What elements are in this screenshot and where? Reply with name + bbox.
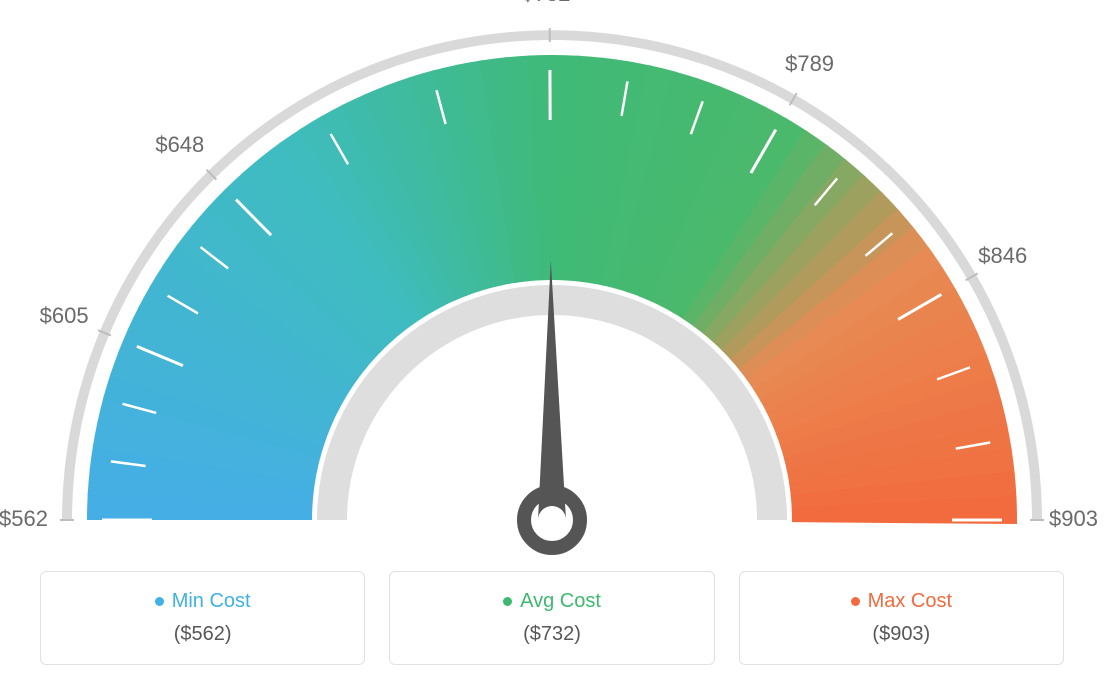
gauge-tick-label: $789 (785, 51, 834, 77)
gauge-tick-label: $732 (522, 0, 571, 7)
gauge-tick-label: $846 (978, 243, 1027, 269)
gauge-tick-label: $648 (155, 132, 204, 158)
legend-title-avg: Avg Cost (503, 590, 601, 613)
legend-row: Min Cost ($562) Avg Cost ($732) Max Cost… (40, 571, 1064, 665)
legend-card-max: Max Cost ($903) (739, 571, 1064, 665)
legend-value-max: ($903) (750, 623, 1053, 646)
legend-value-min: ($562) (51, 623, 354, 646)
legend-dot-max (851, 597, 860, 606)
legend-card-min: Min Cost ($562) (40, 571, 365, 665)
legend-value-avg: ($732) (400, 623, 703, 646)
gauge-tick-label: $903 (1049, 506, 1098, 532)
legend-label-max: Max Cost (868, 590, 952, 613)
gauge-chart-container: $562 $605 $648 $732 $789 $846 $903 Min Cost ($… (0, 0, 1104, 690)
legend-label-min: Min Cost (172, 590, 251, 613)
legend-title-min: Min Cost (155, 590, 251, 613)
gauge-area: $562 $605 $648 $732 $789 $846 $903 (0, 0, 1104, 560)
gauge-tick-label: $562 (0, 506, 48, 532)
legend-label-avg: Avg Cost (520, 590, 601, 613)
legend-card-avg: Avg Cost ($732) (389, 571, 714, 665)
gauge-svg (0, 0, 1104, 560)
legend-dot-avg (503, 597, 512, 606)
legend-dot-min (155, 597, 164, 606)
gauge-tick-label: $605 (40, 303, 89, 329)
legend-title-max: Max Cost (851, 590, 952, 613)
